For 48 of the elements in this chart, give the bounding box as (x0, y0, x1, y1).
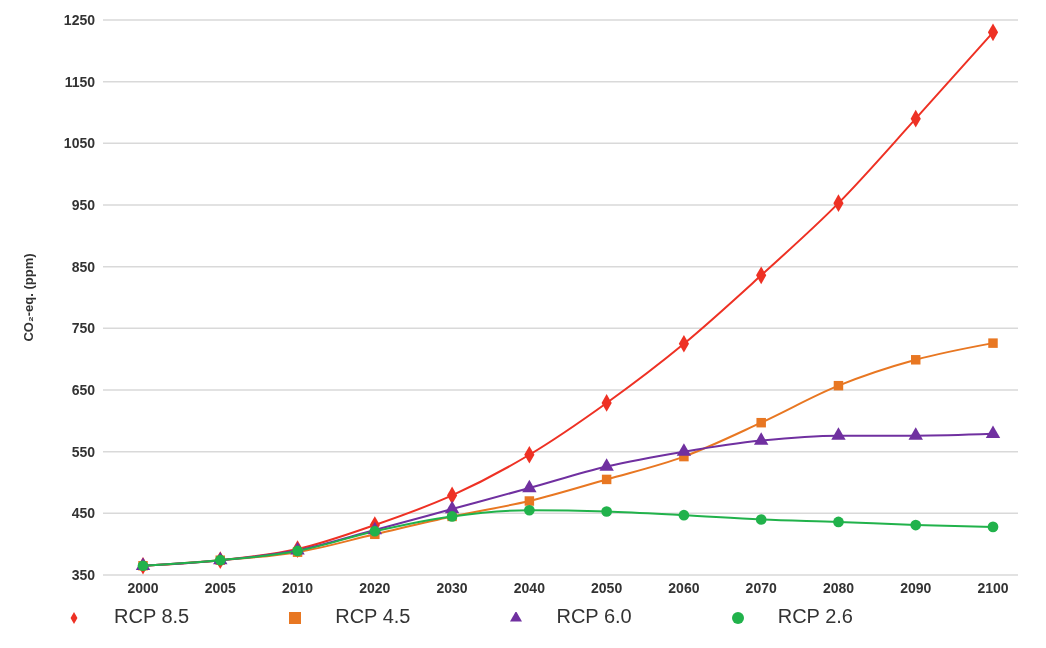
legend-label: RCP 8.5 (114, 605, 190, 627)
x-tick-label: 2030 (436, 579, 468, 596)
y-tick-label: 550 (71, 443, 96, 460)
y-tick-label: 950 (71, 196, 96, 213)
y-tick-label: 350 (71, 566, 96, 583)
x-tick-label: 2050 (591, 579, 623, 596)
point (910, 355, 921, 365)
point (678, 509, 690, 521)
point (599, 458, 614, 471)
point (756, 417, 766, 428)
x-tick-label: 2010 (281, 579, 314, 596)
x-tick-label: 2080 (822, 579, 855, 596)
y-axis-title: CO₂-eq. (ppm) (20, 253, 36, 342)
y-tick-label: 1050 (63, 135, 96, 152)
x-tick-label: 2000 (127, 579, 159, 596)
y-tick-label: 650 (71, 381, 96, 398)
y-tick-label: 1150 (64, 73, 96, 90)
x-tick-label: 2005 (204, 579, 237, 596)
point (831, 427, 846, 440)
x-tick-label: 2060 (668, 579, 700, 596)
point (522, 479, 537, 493)
y-tick-label: 750 (71, 320, 96, 337)
point (987, 521, 999, 533)
point (753, 432, 769, 445)
point (601, 474, 612, 485)
x-tick-label: 2090 (900, 579, 932, 596)
x-tick-label: 2040 (513, 579, 546, 596)
x-tick-label: 2070 (745, 579, 777, 596)
x-tick-label: 2100 (977, 579, 1009, 596)
point (908, 427, 923, 440)
point (676, 443, 692, 456)
y-tick-label: 450 (71, 505, 96, 522)
y-tick-label: 850 (71, 258, 96, 275)
point (910, 519, 922, 531)
point (988, 338, 998, 348)
legend-label: RCP 6.0 (556, 605, 632, 627)
point (755, 514, 767, 525)
legend-label: RCP 4.5 (335, 605, 411, 627)
point (524, 504, 535, 516)
point (601, 506, 612, 517)
point (985, 425, 1001, 438)
point (524, 496, 535, 506)
point (369, 525, 381, 537)
point (833, 380, 844, 391)
legend-label: RCP 2.6 (777, 605, 853, 627)
y-tick-label: 1250 (63, 11, 96, 28)
x-tick-label: 2020 (359, 579, 391, 596)
point (833, 516, 844, 528)
